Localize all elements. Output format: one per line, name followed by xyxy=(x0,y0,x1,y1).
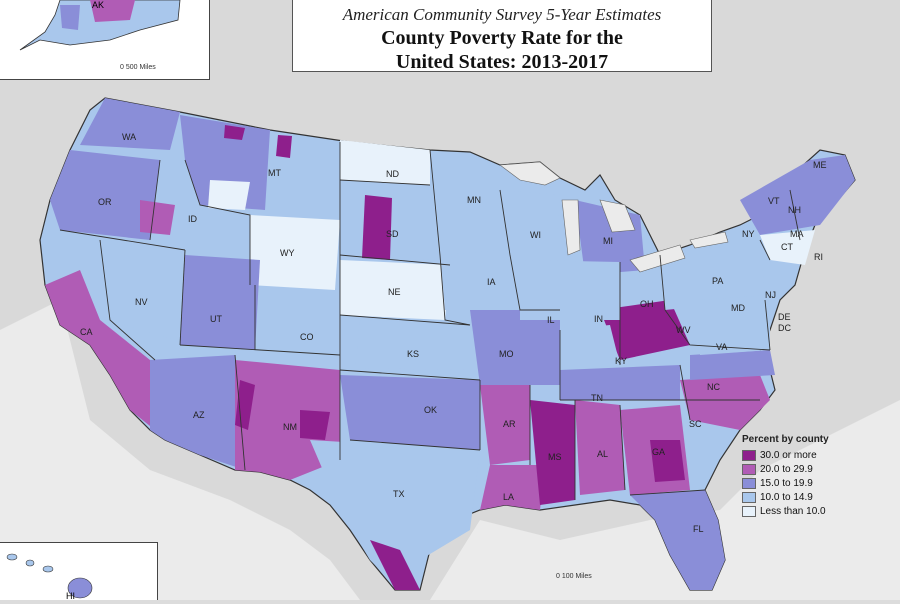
state-label-wv: WV xyxy=(676,325,691,335)
state-label-ut: UT xyxy=(210,314,222,324)
state-label-mn: MN xyxy=(467,195,481,205)
state-label-vt: VT xyxy=(768,196,780,206)
hawaii-label: HI xyxy=(66,591,75,601)
title-box: American Community Survey 5-Year Estimat… xyxy=(292,0,712,73)
great-lakes xyxy=(499,161,729,273)
state-label-me: ME xyxy=(813,160,827,170)
state-label-wa: WA xyxy=(122,132,136,142)
state-label-or: OR xyxy=(98,197,112,207)
alaska-inset: AK 0 500 Miles xyxy=(0,0,210,80)
state-label-ga: GA xyxy=(652,447,665,457)
state-labels: WA OR CA NV ID MT WY UT CO AZ NM ND SD N… xyxy=(80,132,827,534)
state-label-ct: CT xyxy=(781,242,793,252)
legend-item: 10.0 to 14.9 xyxy=(742,491,862,504)
state-label-nc: NC xyxy=(707,382,720,392)
state-label-ia: IA xyxy=(487,277,496,287)
legend-label: 10.0 to 14.9 xyxy=(760,492,813,503)
state-label-nm: NM xyxy=(283,422,297,432)
state-label-ne: NE xyxy=(388,287,401,297)
county-fills xyxy=(45,98,855,590)
state-label-sd: SD xyxy=(386,229,399,239)
state-label-nd: ND xyxy=(386,169,399,179)
pacific-ocean xyxy=(0,300,360,600)
alaska-label: AK xyxy=(92,0,105,10)
state-label-mo: MO xyxy=(499,349,514,359)
state-label-wi: WI xyxy=(530,230,541,240)
state-label-la: LA xyxy=(503,492,514,502)
state-label-ok: OK xyxy=(424,405,437,415)
state-label-az: AZ xyxy=(193,410,205,420)
state-label-ri: RI xyxy=(814,252,823,262)
legend-item: 20.0 to 29.9 xyxy=(742,463,862,476)
state-label-pa: PA xyxy=(712,276,723,286)
state-label-va: VA xyxy=(716,342,727,352)
state-label-nj: NJ xyxy=(765,290,776,300)
legend-label: 15.0 to 19.9 xyxy=(760,478,813,489)
state-label-fl: FL xyxy=(693,524,704,534)
state-label-sc: SC xyxy=(689,419,702,429)
state-label-ca: CA xyxy=(80,327,93,337)
map-subtitle: American Community Survey 5-Year Estimat… xyxy=(342,5,662,24)
state-label-dc: DC xyxy=(778,323,791,333)
state-label-ky: KY xyxy=(615,356,627,366)
legend-swatch xyxy=(742,492,756,503)
state-label-tx: TX xyxy=(393,489,405,499)
hawaii-map xyxy=(6,553,93,599)
state-label-de: DE xyxy=(778,312,791,322)
state-label-tn: TN xyxy=(591,393,603,403)
state-borders xyxy=(59,142,801,500)
main-scale: 0 100 Miles xyxy=(556,573,592,580)
map-title-line1: County Poverty Rate for the xyxy=(381,27,623,49)
legend-label: 20.0 to 29.9 xyxy=(760,464,813,475)
legend-swatch xyxy=(742,464,756,475)
state-label-ma: MA xyxy=(790,229,804,239)
legend-label: 30.0 or more xyxy=(760,450,817,461)
legend-swatch xyxy=(742,478,756,489)
legend: Percent by county 30.0 or more 20.0 to 2… xyxy=(742,434,862,519)
legend-item: Less than 10.0 xyxy=(742,505,862,518)
alaska-map xyxy=(19,0,181,51)
hawaii-inset: HI xyxy=(0,542,158,601)
state-label-mi: MI xyxy=(603,236,613,246)
state-label-oh: OH xyxy=(640,299,654,309)
alaska-scale: 0 500 Miles xyxy=(120,64,156,71)
state-label-il: IL xyxy=(547,315,555,325)
state-label-md: MD xyxy=(731,303,745,313)
state-label-nv: NV xyxy=(135,297,148,307)
state-label-ms: MS xyxy=(548,452,562,462)
state-label-in: IN xyxy=(594,314,603,324)
legend-swatch xyxy=(742,450,756,461)
state-label-mt: MT xyxy=(268,168,281,178)
state-label-ny: NY xyxy=(742,229,755,239)
map-title-line2: United States: 2013-2017 xyxy=(395,51,609,73)
state-label-al: AL xyxy=(597,449,608,459)
state-label-wy: WY xyxy=(280,248,295,258)
legend-title: Percent by county xyxy=(742,434,829,445)
legend-item: 30.0 or more xyxy=(742,449,862,462)
legend-label: Less than 10.0 xyxy=(760,506,826,517)
state-label-ks: KS xyxy=(407,349,419,359)
legend-swatch xyxy=(742,506,756,517)
state-label-id: ID xyxy=(188,214,198,224)
legend-item: 15.0 to 19.9 xyxy=(742,477,862,490)
gulf-atlantic-water xyxy=(430,400,900,600)
state-label-nh: NH xyxy=(788,205,801,215)
state-label-ar: AR xyxy=(503,419,516,429)
state-label-co: CO xyxy=(300,332,314,342)
